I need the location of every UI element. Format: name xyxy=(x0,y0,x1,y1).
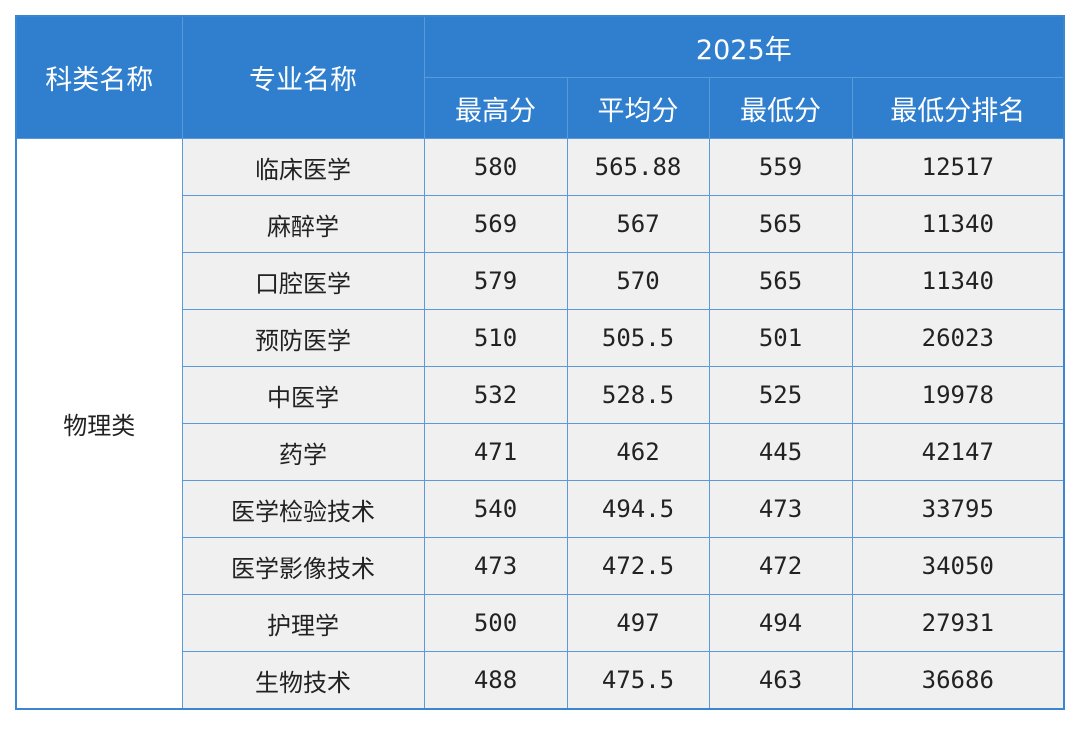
score-cell: 500 xyxy=(423,594,568,652)
major-cell: 口腔医学 xyxy=(181,252,425,310)
major-cell: 中医学 xyxy=(181,366,425,424)
score-cell: 567 xyxy=(566,195,710,253)
major-cell: 医学影像技术 xyxy=(181,537,425,595)
score-cell: 570 xyxy=(566,252,710,310)
score-cell: 472 xyxy=(708,537,853,595)
score-cell: 488 xyxy=(423,651,568,710)
score-cell: 34050 xyxy=(851,537,1065,595)
header-cell: 平均分 xyxy=(566,77,710,139)
major-cell: 生物技术 xyxy=(181,651,425,710)
table-row: 药学 471 462 445 42147 xyxy=(16,423,1065,481)
score-cell: 475.5 xyxy=(566,651,710,710)
score-cell: 11340 xyxy=(851,252,1065,310)
score-cell: 471 xyxy=(423,423,568,481)
score-cell: 472.5 xyxy=(566,537,710,595)
score-cell: 11340 xyxy=(851,195,1065,253)
score-cell: 565.88 xyxy=(566,138,710,196)
score-cell: 505.5 xyxy=(566,309,710,367)
score-cell: 580 xyxy=(423,138,568,196)
score-cell: 26023 xyxy=(851,309,1065,367)
score-cell: 27931 xyxy=(851,594,1065,652)
score-cell: 473 xyxy=(708,480,853,538)
table-row: 医学检验技术 540 494.5 473 33795 xyxy=(16,480,1065,538)
score-cell: 33795 xyxy=(851,480,1065,538)
score-table: 科类名称 专业名称 2025年 最高分 平均分 最低分 最低分排名 物理类 临床医学 58… xyxy=(15,15,1066,710)
header-cell: 最高分 xyxy=(423,77,568,139)
header-cell: 专业名称 xyxy=(181,15,425,139)
table-row: 医学影像技术 473 472.5 472 34050 xyxy=(16,537,1065,595)
score-cell: 42147 xyxy=(851,423,1065,481)
score-cell: 510 xyxy=(423,309,568,367)
score-cell: 532 xyxy=(423,366,568,424)
score-cell: 565 xyxy=(708,195,853,253)
score-cell: 445 xyxy=(708,423,853,481)
score-cell: 497 xyxy=(566,594,710,652)
major-cell: 临床医学 xyxy=(181,138,425,196)
header-cell: 2025年 xyxy=(423,15,1065,78)
table-row: 生物技术 488 475.5 463 36686 xyxy=(16,651,1065,710)
table-row: 物理类 临床医学 580 565.88 559 12517 xyxy=(15,138,1065,710)
header-cell: 科类名称 xyxy=(15,15,183,139)
score-cell: 494.5 xyxy=(566,480,710,538)
score-cell: 501 xyxy=(708,309,853,367)
score-cell: 473 xyxy=(423,537,568,595)
major-cell: 麻醉学 xyxy=(181,195,425,253)
score-cell: 462 xyxy=(566,423,710,481)
header-cell: 最低分排名 xyxy=(851,77,1065,139)
category-cell: 物理类 xyxy=(15,138,183,710)
score-cell: 494 xyxy=(708,594,853,652)
score-cell: 559 xyxy=(708,138,853,196)
score-cell: 525 xyxy=(708,366,853,424)
major-cell: 预防医学 xyxy=(181,309,425,367)
score-cell: 463 xyxy=(708,651,853,710)
score-cell: 528.5 xyxy=(566,366,710,424)
table-row: 口腔医学 579 570 565 11340 xyxy=(16,252,1065,310)
score-cell: 579 xyxy=(423,252,568,310)
score-cell: 19978 xyxy=(851,366,1065,424)
table-row: 中医学 532 528.5 525 19978 xyxy=(16,366,1065,424)
header-cell: 最低分 xyxy=(708,77,853,139)
major-cell: 护理学 xyxy=(181,594,425,652)
score-cell: 565 xyxy=(708,252,853,310)
score-cell: 569 xyxy=(423,195,568,253)
score-cell: 36686 xyxy=(851,651,1065,710)
major-cell: 医学检验技术 xyxy=(181,480,425,538)
table-row: 麻醉学 569 567 565 11340 xyxy=(16,195,1065,253)
table-row: 护理学 500 497 494 27931 xyxy=(16,594,1065,652)
major-cell: 药学 xyxy=(181,423,425,481)
score-cell: 540 xyxy=(423,480,568,538)
score-cell: 12517 xyxy=(851,138,1065,196)
